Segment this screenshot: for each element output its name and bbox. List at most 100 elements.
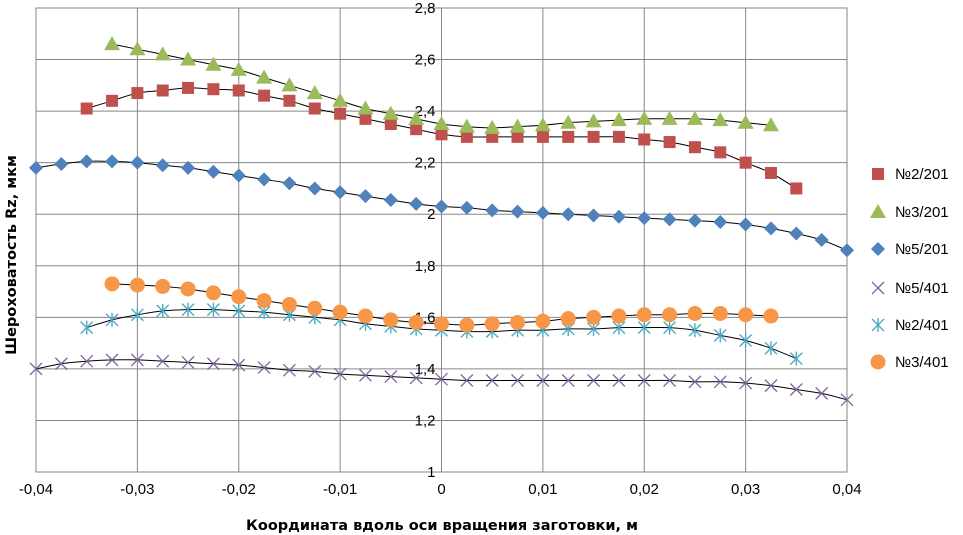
data-point: [814, 233, 829, 247]
data-point: [460, 130, 473, 143]
data-point: [459, 200, 474, 215]
data-point: [104, 276, 120, 292]
data-point: [663, 320, 677, 335]
data-point: [232, 303, 246, 318]
data-point: [105, 312, 119, 327]
legend-item: №5/401: [871, 280, 949, 297]
data-point: [484, 316, 500, 332]
y-tick-label: 2,4: [415, 103, 436, 120]
data-point: [636, 110, 653, 125]
data-point: [737, 114, 754, 129]
data-point: [712, 305, 728, 321]
data-point: [306, 85, 323, 100]
data-point: [435, 128, 448, 141]
x-axis-ticks: -0,04 -0,03 -0,02 -0,01 0 0,01 0,02 0,03 0,04: [19, 481, 862, 498]
data-point: [485, 203, 500, 218]
data-point: [384, 370, 398, 384]
data-point: [612, 130, 625, 143]
series-markers: [29, 36, 854, 407]
data-point: [334, 107, 347, 120]
x-tick-label: 0,04: [832, 481, 861, 498]
data-point: [104, 36, 121, 51]
data-point: [486, 130, 499, 143]
data-point: [713, 328, 727, 343]
legend-marker: [871, 318, 885, 332]
data-point: [815, 386, 829, 400]
data-point: [206, 302, 220, 317]
data-point: [281, 296, 297, 312]
data-point: [789, 226, 804, 241]
data-point: [612, 374, 626, 387]
data-point: [131, 87, 144, 100]
data-point: [536, 130, 549, 143]
data-point: [535, 313, 551, 329]
data-point: [129, 41, 146, 56]
x-tick-label: -0,03: [120, 481, 154, 498]
y-tick-label: 2,6: [415, 52, 436, 69]
data-point: [587, 374, 601, 387]
data-point: [562, 130, 575, 143]
data-point: [105, 154, 120, 169]
data-point: [308, 365, 322, 378]
y-tick-label: 2: [427, 206, 435, 223]
data-point: [560, 114, 577, 129]
data-point: [687, 305, 703, 321]
data-point: [80, 102, 93, 115]
y-tick-label: 2,2: [415, 155, 436, 172]
data-point: [510, 314, 526, 330]
data-point: [840, 393, 854, 407]
data-point: [205, 285, 221, 301]
y-tick-label: 1,8: [415, 258, 436, 275]
data-point: [789, 351, 803, 366]
data-point: [663, 374, 677, 387]
data-point: [561, 374, 575, 387]
data-point: [332, 304, 348, 320]
data-point: [54, 156, 69, 171]
data-point: [511, 130, 524, 143]
data-point: [435, 372, 448, 386]
data-point: [105, 353, 119, 367]
data-point: [231, 289, 247, 305]
data-point: [359, 368, 372, 382]
y-tick-label: 1,4: [415, 361, 436, 378]
legend-marker: [871, 281, 885, 295]
data-point: [332, 92, 349, 107]
data-point: [130, 155, 145, 170]
data-point: [561, 207, 576, 222]
x-axis-title: Координата вдоль оси вращения заготовки,…: [246, 518, 638, 534]
data-point: [661, 110, 678, 125]
data-point: [739, 156, 752, 169]
legend-label: №5/201: [895, 241, 949, 258]
data-point: [763, 221, 778, 236]
series: [80, 81, 803, 195]
data-point: [688, 141, 701, 154]
y-axis-title: Шероховатость Rz, мкм: [4, 155, 20, 355]
data-point: [459, 317, 475, 333]
legend-item: №3/201: [870, 204, 949, 221]
data-point: [458, 118, 475, 133]
data-point: [307, 300, 323, 316]
data-point: [80, 320, 94, 335]
data-point: [408, 110, 425, 125]
data-point: [738, 307, 754, 323]
data-point: [281, 77, 298, 92]
data-point: [181, 355, 195, 369]
data-point: [308, 102, 321, 115]
series: [29, 154, 854, 258]
data-point: [283, 94, 296, 107]
data-point: [764, 341, 778, 356]
data-point: [511, 374, 524, 387]
data-point: [382, 105, 399, 120]
data-point: [383, 193, 398, 208]
legend-item: №2/401: [871, 317, 949, 334]
data-point: [359, 112, 372, 125]
data-point: [282, 363, 296, 377]
data-point: [611, 308, 627, 324]
data-point: [205, 56, 222, 71]
data-point: [357, 308, 373, 324]
legend-item: №3/401: [870, 354, 949, 371]
data-point: [29, 362, 43, 376]
data-point: [230, 61, 247, 76]
data-point: [206, 164, 221, 179]
data-point: [282, 176, 297, 191]
